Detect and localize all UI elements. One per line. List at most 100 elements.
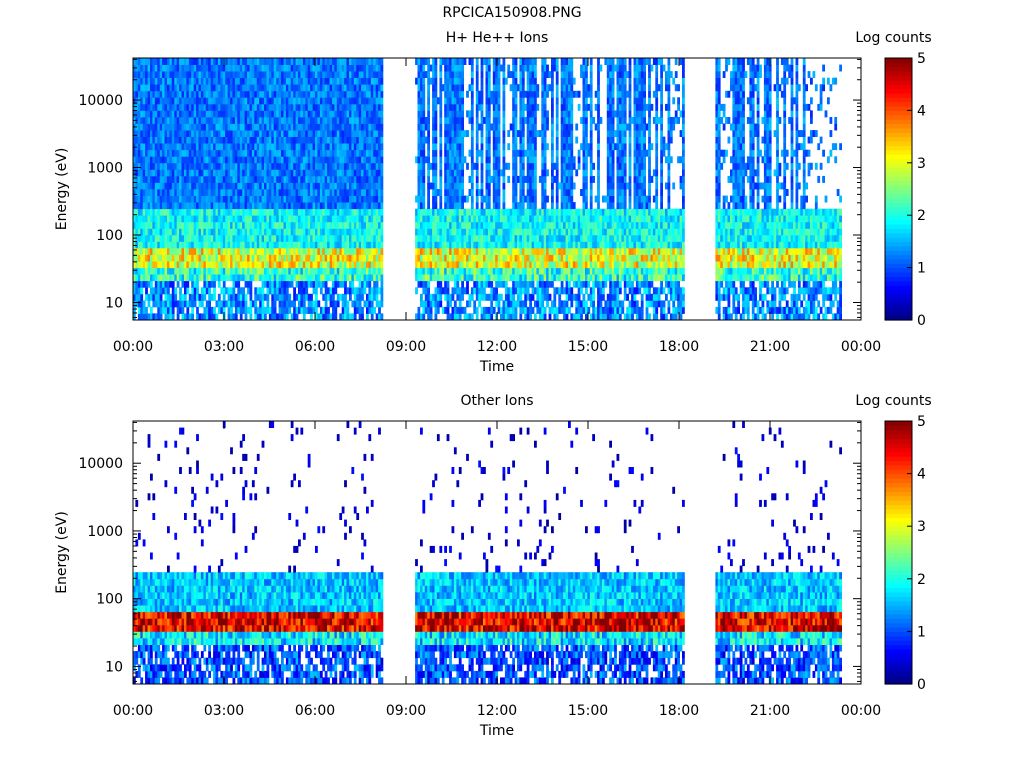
spectrogram-cell xyxy=(174,195,178,203)
spectrogram-cell xyxy=(191,234,194,242)
spectrogram-cell xyxy=(349,293,352,301)
spectrogram-cell xyxy=(259,117,262,124)
spectrogram-cell xyxy=(302,221,306,229)
spectrogram-cell xyxy=(336,247,340,255)
spectrogram-cell xyxy=(278,64,282,72)
spectrogram-cell xyxy=(341,130,345,137)
spectrogram-cell xyxy=(470,234,474,242)
spectrogram-cell xyxy=(261,274,265,282)
spectrogram-cell xyxy=(220,215,224,223)
spectrogram-cell xyxy=(264,162,267,170)
spectrogram-cell xyxy=(487,293,491,301)
spectrogram-cell xyxy=(322,280,326,288)
spectrogram-cell xyxy=(251,195,255,203)
spectrogram-cell xyxy=(135,58,139,65)
spectrogram-cell xyxy=(285,306,289,314)
spectrogram-cell xyxy=(242,97,245,105)
spectrogram-cell xyxy=(227,143,231,151)
spectrogram-cell xyxy=(305,162,309,170)
spectrogram-cell xyxy=(171,123,175,131)
spectrogram-cell xyxy=(137,267,141,275)
spectrogram-cell xyxy=(468,117,472,124)
spectrogram-cell xyxy=(198,261,202,269)
spectrogram-cell xyxy=(420,64,423,72)
spectrogram-cell xyxy=(232,261,236,269)
spectrogram-cell xyxy=(244,234,248,242)
spectrogram-cell xyxy=(480,228,484,236)
spectrogram-cell xyxy=(278,261,282,269)
spectrogram-cell xyxy=(300,77,304,85)
spectrogram-cell xyxy=(142,247,146,255)
spectrogram-cell xyxy=(225,77,228,85)
spectrogram-cell xyxy=(254,241,258,249)
spectrogram-cell xyxy=(217,241,221,249)
spectrogram-cell xyxy=(184,90,187,98)
spectrogram-cell xyxy=(290,90,294,98)
spectrogram-cell xyxy=(176,130,180,137)
spectrogram-cell xyxy=(171,287,175,295)
spectrogram-cell xyxy=(317,117,321,124)
spectrogram-cell xyxy=(422,261,426,269)
spectrogram-cell xyxy=(198,208,202,216)
spectrogram-cell xyxy=(198,97,202,105)
spectrogram-cell xyxy=(147,202,151,210)
spectrogram-cell xyxy=(361,110,364,118)
spectrogram-cell xyxy=(298,254,301,262)
spectrogram-cell xyxy=(276,136,279,144)
spectrogram-cell xyxy=(176,84,180,92)
spectrogram-cell xyxy=(220,136,224,144)
spectrogram-cell xyxy=(427,175,430,183)
spectrogram-cell xyxy=(205,156,209,164)
spectrogram-cell xyxy=(184,280,187,288)
spectrogram-cell xyxy=(268,71,272,78)
spectrogram-cell xyxy=(375,162,379,170)
spectrogram-cell xyxy=(475,90,479,98)
spectrogram-cell xyxy=(191,175,194,183)
spectrogram-cell xyxy=(370,156,374,164)
spectrogram-cell xyxy=(176,228,180,236)
spectrogram-cell xyxy=(256,195,260,203)
spectrogram-cell xyxy=(159,58,163,65)
spectrogram-cell xyxy=(319,103,323,111)
spectrogram-cell xyxy=(370,234,374,242)
spectrogram-cell xyxy=(368,110,372,118)
spectrogram-cell xyxy=(456,313,460,321)
spectrogram-cell xyxy=(434,58,438,65)
spectrogram-cell xyxy=(174,90,178,98)
spectrogram-cell xyxy=(167,280,170,288)
spectrogram-cell xyxy=(261,136,265,144)
spectrogram-cell xyxy=(334,189,338,196)
spectrogram-cell xyxy=(446,287,450,295)
spectrogram-cell xyxy=(370,84,374,92)
spectrogram-cell xyxy=(300,280,304,288)
spectrogram-cell xyxy=(244,261,248,269)
spectrogram-cell xyxy=(261,117,265,124)
spectrogram-cell xyxy=(254,215,258,223)
spectrogram-cell xyxy=(427,136,430,144)
spectrogram-cell xyxy=(198,241,202,249)
spectrogram-cell xyxy=(312,110,316,118)
spectrogram-cell xyxy=(247,274,250,282)
spectrogram-cell xyxy=(188,162,192,170)
spectrogram-cell xyxy=(344,202,347,210)
spectrogram-cell xyxy=(254,90,258,98)
spectrogram-cell xyxy=(184,221,187,229)
spectrogram-cell xyxy=(200,202,204,210)
spectrogram-cell xyxy=(480,117,484,124)
spectrogram-cell xyxy=(361,143,364,151)
spectrogram-cell xyxy=(344,293,347,301)
spectrogram-cell xyxy=(137,84,141,92)
spectrogram-cell xyxy=(145,215,148,223)
spectrogram-cell xyxy=(434,254,438,262)
spectrogram-cell xyxy=(487,221,491,229)
spectrogram-cell xyxy=(432,169,435,177)
spectrogram-cell xyxy=(249,247,253,255)
spectrogram-cell xyxy=(358,90,362,98)
spectrogram-cell xyxy=(276,130,279,137)
spectrogram-cell xyxy=(222,90,226,98)
spectrogram-cell xyxy=(164,117,168,124)
spectrogram-cell xyxy=(152,195,156,203)
spectrogram-cell xyxy=(249,175,253,183)
spectrogram-cell xyxy=(278,202,282,210)
spectrogram-cell xyxy=(237,117,241,124)
